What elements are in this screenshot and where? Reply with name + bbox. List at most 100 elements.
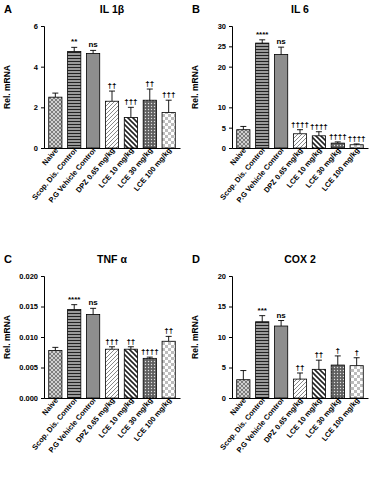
y-tick-mark bbox=[229, 337, 232, 338]
error-bar-cap bbox=[316, 131, 322, 132]
significance-label: †† bbox=[164, 326, 173, 335]
bar bbox=[49, 97, 62, 148]
significance-label: †††† bbox=[329, 132, 347, 141]
plot-area bbox=[49, 305, 176, 398]
x-tick-label: LCE 100 mg/kg bbox=[320, 396, 362, 443]
significance-label: ††† bbox=[124, 97, 137, 106]
significance-label: †† bbox=[126, 337, 135, 346]
error-bar-cap bbox=[166, 100, 172, 101]
y-tick: 0.020 bbox=[19, 272, 44, 281]
error-bar bbox=[90, 50, 96, 53]
panel: ****ns††††††††††††††††0510202530NaiveSco… bbox=[190, 3, 369, 204]
plot-area bbox=[237, 316, 364, 398]
error-bar bbox=[240, 126, 246, 129]
error-bar-cap bbox=[240, 370, 246, 371]
y-axis-line bbox=[41, 277, 45, 399]
error-bar bbox=[354, 358, 360, 366]
bar bbox=[68, 310, 81, 398]
significance-label: *** bbox=[258, 306, 268, 315]
y-tick: 6 bbox=[34, 22, 44, 31]
x-tick: LCE 100 mg/kg bbox=[320, 396, 362, 443]
bar bbox=[143, 100, 156, 148]
y-tick-mark bbox=[229, 307, 232, 308]
significance-label: † bbox=[354, 348, 358, 357]
significance-label: ns bbox=[88, 40, 98, 49]
error-bar bbox=[335, 356, 341, 365]
error-bar-cap bbox=[259, 39, 265, 40]
error-bar-cap bbox=[297, 129, 303, 130]
error-bar bbox=[128, 107, 134, 117]
panel-label: B bbox=[192, 3, 200, 15]
error-bar-stem bbox=[262, 316, 263, 322]
chart-title: IL 6 bbox=[291, 3, 309, 15]
error-bar-cap bbox=[278, 47, 284, 48]
error-bar bbox=[240, 371, 246, 380]
significance-label: **** bbox=[68, 295, 81, 304]
error-bar-cap bbox=[71, 47, 77, 48]
figure: **ns††††††††††0246NaiveScop. Dis. Contro… bbox=[0, 0, 377, 500]
y-tick: 2 bbox=[34, 103, 44, 112]
y-tick-mark bbox=[41, 307, 44, 308]
error-bar-cap bbox=[71, 304, 77, 305]
y-tick: 10 bbox=[218, 333, 232, 342]
error-bar-stem bbox=[281, 47, 282, 54]
y-axis: 0510202530 bbox=[218, 22, 233, 153]
y-tick-label: 0 bbox=[222, 144, 226, 153]
y-tick-mark bbox=[229, 276, 232, 277]
y-tick-mark bbox=[41, 67, 44, 68]
error-bar bbox=[128, 347, 134, 349]
y-tick-mark bbox=[41, 26, 44, 27]
y-axis: 05101520 bbox=[218, 272, 233, 403]
error-bar-cap bbox=[52, 347, 58, 348]
error-bar-cap bbox=[316, 360, 322, 361]
y-tick-mark bbox=[229, 107, 232, 108]
error-bar bbox=[147, 357, 153, 358]
bar bbox=[237, 130, 250, 148]
error-bar bbox=[259, 316, 265, 322]
y-tick-mark bbox=[229, 148, 232, 149]
y-tick-mark bbox=[229, 67, 232, 68]
error-bar-cap bbox=[128, 346, 134, 347]
significance-label: †††† bbox=[291, 120, 309, 129]
error-bar bbox=[52, 347, 58, 350]
error-bar-stem bbox=[74, 47, 75, 51]
error-bar bbox=[90, 308, 96, 314]
y-tick-mark bbox=[229, 46, 232, 47]
error-bar-cap bbox=[109, 346, 115, 347]
y-tick-mark bbox=[229, 368, 232, 369]
error-bar bbox=[278, 47, 284, 54]
significance-label: ††† bbox=[105, 337, 118, 346]
bar bbox=[275, 326, 288, 398]
y-tick-label: 10 bbox=[218, 103, 226, 112]
chart-title: IL 1β bbox=[100, 3, 125, 15]
error-bar bbox=[109, 347, 115, 349]
bar bbox=[256, 322, 269, 398]
y-tick-label: 2 bbox=[34, 103, 38, 112]
y-axis-title: Rel. mRNA bbox=[2, 315, 12, 359]
y-tick-mark bbox=[41, 148, 44, 149]
error-bar-stem bbox=[318, 132, 319, 136]
y-tick-label: 6 bbox=[34, 22, 38, 31]
error-bar-stem bbox=[337, 356, 338, 365]
bar bbox=[256, 43, 269, 148]
error-bar-cap bbox=[297, 372, 303, 373]
error-bar-stem bbox=[262, 40, 263, 43]
error-bar bbox=[354, 143, 360, 145]
y-tick: 15 bbox=[218, 302, 232, 311]
y-tick: 25 bbox=[218, 42, 232, 51]
significance-label: †† bbox=[108, 81, 117, 90]
y-tick: 0.000 bbox=[19, 394, 44, 403]
error-bar-cap bbox=[259, 315, 265, 316]
y-tick-mark bbox=[229, 26, 232, 27]
error-bar-stem bbox=[93, 50, 94, 53]
y-tick-mark bbox=[41, 398, 44, 399]
error-bar bbox=[71, 305, 77, 310]
bar bbox=[162, 341, 175, 398]
significance-label: †††† bbox=[141, 347, 159, 356]
y-tick: 0 bbox=[222, 394, 232, 403]
chart-title: TNF α bbox=[97, 253, 127, 265]
bar bbox=[87, 314, 100, 398]
error-bar bbox=[316, 132, 322, 136]
error-bar-stem bbox=[300, 373, 301, 379]
error-bar-cap bbox=[90, 50, 96, 51]
